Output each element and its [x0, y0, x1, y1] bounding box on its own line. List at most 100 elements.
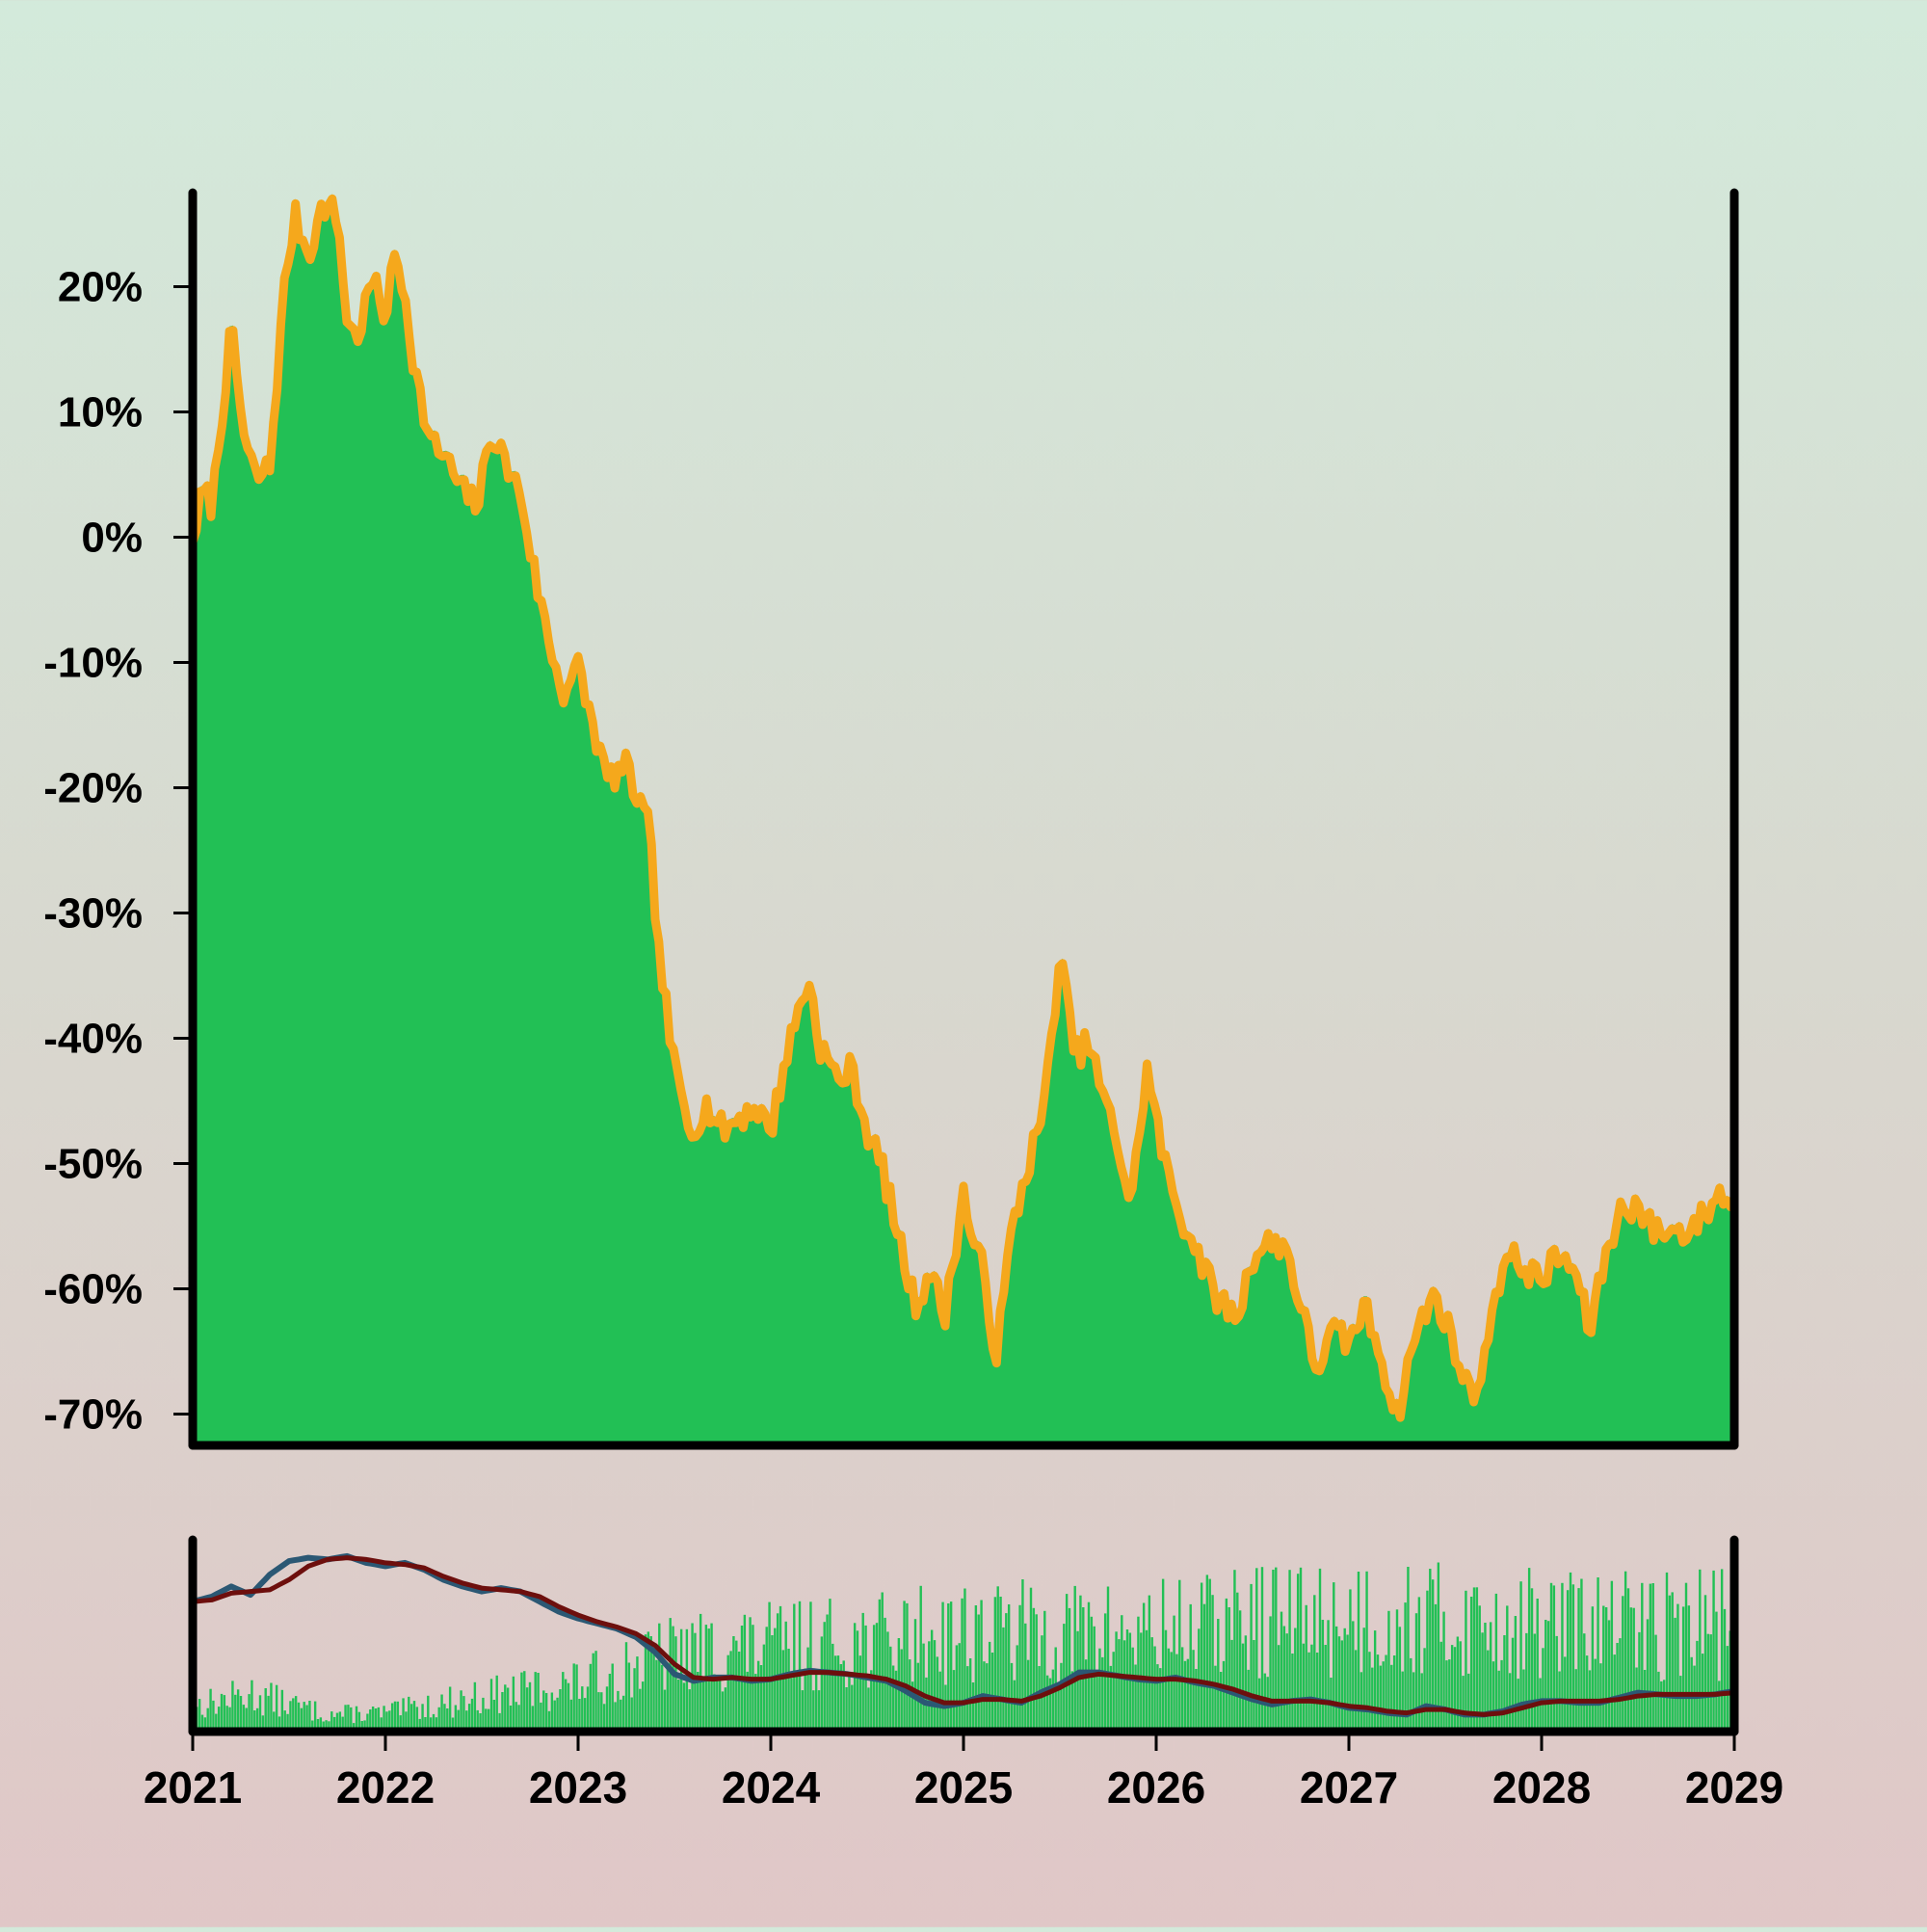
volume-bar	[1128, 1632, 1132, 1732]
volume-bar	[716, 1678, 719, 1732]
volume-bar	[421, 1704, 424, 1732]
volume-bar	[1709, 1634, 1712, 1732]
volume-bar	[1602, 1605, 1605, 1732]
volume-bar	[1305, 1604, 1307, 1732]
volume-bar	[930, 1629, 934, 1732]
y-tick-label: -70%	[43, 1391, 143, 1439]
volume-bar	[1585, 1655, 1589, 1732]
volume-bar	[443, 1704, 446, 1732]
volume-bar	[1051, 1669, 1055, 1732]
volume-bar	[889, 1646, 892, 1732]
volume-bar	[239, 1696, 243, 1732]
volume-bar	[732, 1636, 735, 1732]
volume-bar	[446, 1708, 449, 1732]
volume-bar	[1643, 1670, 1647, 1732]
volume-bar	[713, 1674, 716, 1732]
volume-bar	[1260, 1567, 1264, 1732]
volume-bar	[264, 1688, 267, 1732]
volume-bar	[347, 1705, 350, 1732]
volume-bar	[1718, 1681, 1721, 1732]
volume-bar	[504, 1684, 507, 1732]
volume-bar	[460, 1690, 462, 1732]
volume-bar	[200, 1714, 204, 1732]
volume-bar	[437, 1707, 440, 1732]
volume-bar	[1668, 1595, 1672, 1732]
volume-bar	[1382, 1661, 1385, 1732]
volume-bar	[1715, 1611, 1718, 1732]
volume-bar	[236, 1689, 240, 1732]
volume-bar	[663, 1689, 667, 1732]
volume-bar	[435, 1717, 438, 1732]
volume-bar	[341, 1716, 344, 1732]
volume-bar	[1098, 1648, 1101, 1732]
volume-bar	[325, 1720, 328, 1732]
volume-bar	[363, 1720, 366, 1732]
volume-bar	[1398, 1627, 1402, 1732]
volume-bar	[845, 1687, 848, 1732]
x-tick-label: 2029	[1685, 1762, 1783, 1813]
volume-bar	[949, 1601, 953, 1732]
volume-bar	[396, 1701, 400, 1732]
y-tick-label: -40%	[43, 1016, 143, 1063]
volume-bar	[1723, 1608, 1727, 1732]
volume-bar	[806, 1647, 809, 1732]
volume-bar	[743, 1614, 747, 1732]
volume-bar	[1720, 1569, 1724, 1732]
volume-bar	[1121, 1615, 1123, 1732]
volume-bar	[666, 1662, 670, 1732]
volume-bar	[1032, 1607, 1036, 1732]
volume-bar	[509, 1706, 513, 1732]
volume-bar	[215, 1713, 218, 1732]
volume-bar	[941, 1601, 944, 1732]
volume-bar	[467, 1704, 471, 1732]
volume-bar	[1013, 1680, 1016, 1732]
volume-bar	[1275, 1567, 1278, 1732]
y-tick-label: 10%	[58, 389, 143, 437]
volume-bar	[1010, 1662, 1014, 1732]
volume-bar	[1241, 1643, 1245, 1732]
volume-bar	[206, 1707, 209, 1732]
volume-bar	[528, 1681, 532, 1732]
volume-bar	[1679, 1676, 1682, 1732]
volume-bar	[660, 1664, 664, 1732]
volume-bar	[328, 1721, 330, 1732]
volume-bar	[1420, 1673, 1423, 1732]
volume-bar	[679, 1628, 683, 1732]
volume-bar	[330, 1711, 333, 1732]
volume-bar	[1070, 1671, 1074, 1732]
volume-bar	[817, 1690, 821, 1732]
volume-bar	[405, 1711, 408, 1732]
volume-bar	[228, 1707, 231, 1732]
volume-bar	[451, 1717, 455, 1732]
volume-bar	[1269, 1616, 1272, 1732]
volume-bar	[1429, 1569, 1432, 1732]
volume-bar	[1681, 1606, 1685, 1732]
volume-bar	[344, 1705, 347, 1732]
volume-bar	[385, 1711, 388, 1732]
volume-bar	[1005, 1613, 1008, 1732]
volume-bar	[277, 1716, 281, 1732]
volume-bar	[448, 1686, 452, 1732]
volume-bar	[1079, 1595, 1082, 1732]
volume-bar	[1125, 1629, 1129, 1732]
volume-bar	[605, 1686, 609, 1732]
volume-bar	[1654, 1634, 1657, 1732]
volume-bar	[1134, 1664, 1137, 1732]
volume-bar	[639, 1688, 642, 1732]
volume-bar	[1095, 1672, 1098, 1732]
volume-bar	[408, 1696, 410, 1732]
volume-bar	[1431, 1579, 1435, 1732]
volume-bar	[1469, 1597, 1473, 1732]
volume-bar	[311, 1720, 314, 1732]
volume-bar	[776, 1613, 779, 1732]
volume-bar	[1219, 1672, 1223, 1732]
volume-bar	[1007, 1604, 1011, 1732]
volume-bar	[1549, 1582, 1553, 1732]
volume-bar	[1404, 1602, 1407, 1732]
volume-bar	[1503, 1635, 1506, 1732]
volume-bar	[1410, 1657, 1412, 1732]
volume-bar	[798, 1601, 802, 1732]
volume-bar	[575, 1664, 578, 1732]
volume-bar	[1442, 1611, 1445, 1732]
volume-bar	[1564, 1656, 1567, 1732]
